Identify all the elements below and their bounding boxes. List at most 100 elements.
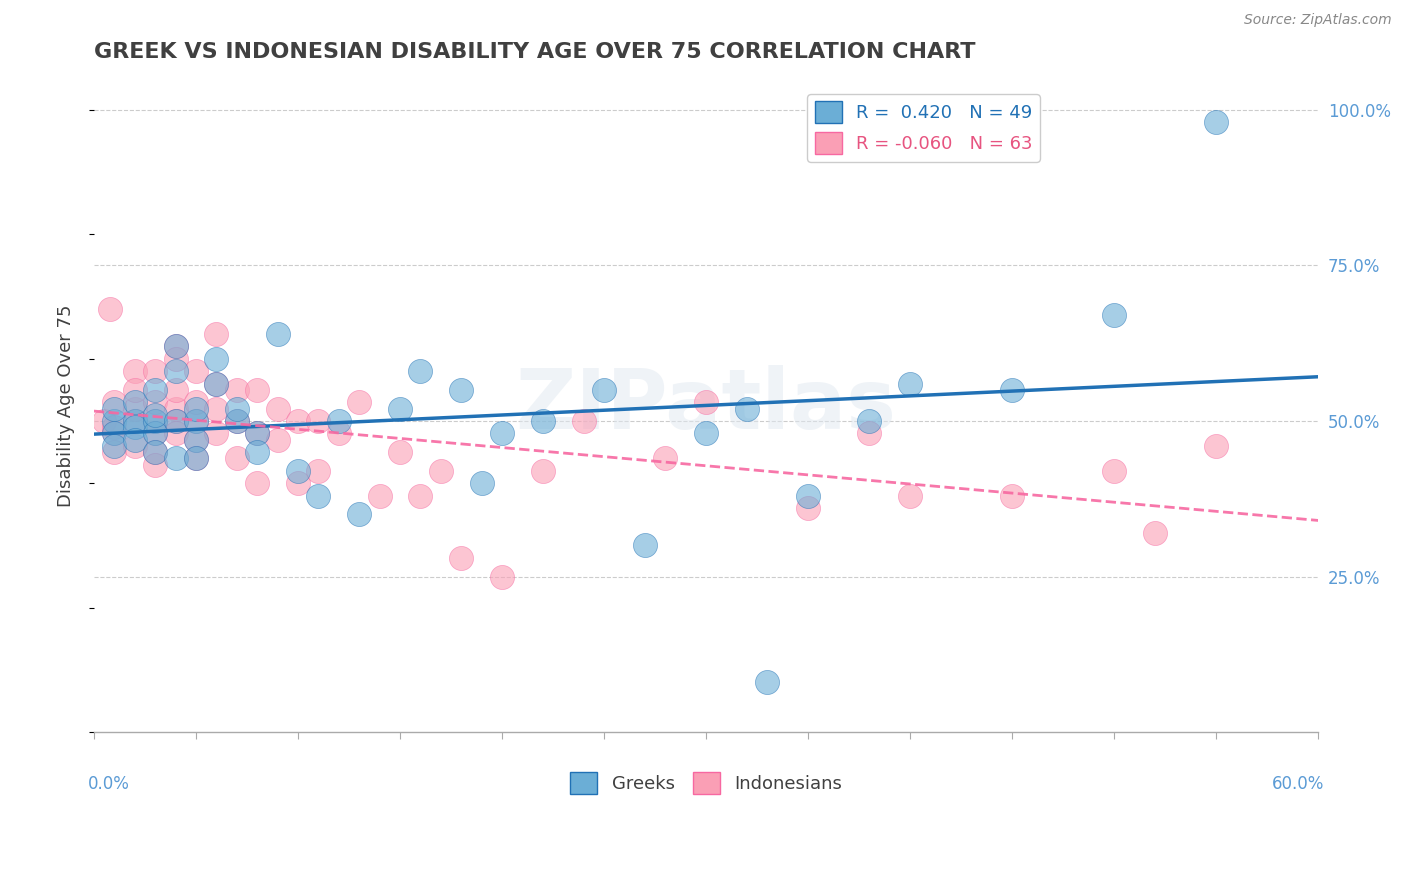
Point: [328, 426, 350, 441]
Point: [143, 408, 166, 422]
Point: [124, 364, 146, 378]
Point: [225, 414, 247, 428]
Point: [225, 414, 247, 428]
Point: [124, 433, 146, 447]
Point: [143, 383, 166, 397]
Point: [225, 451, 247, 466]
Text: ZIPatlas: ZIPatlas: [516, 365, 897, 446]
Point: [1205, 115, 1227, 129]
Point: [124, 401, 146, 416]
Point: [184, 433, 207, 447]
Legend: Greeks, Indonesians: Greeks, Indonesians: [562, 765, 849, 802]
Point: [165, 414, 187, 428]
Point: [307, 414, 329, 428]
Point: [143, 445, 166, 459]
Point: [246, 445, 269, 459]
Point: [491, 426, 513, 441]
Text: Source: ZipAtlas.com: Source: ZipAtlas.com: [1244, 13, 1392, 28]
Point: [205, 401, 228, 416]
Point: [103, 401, 125, 416]
Point: [1102, 464, 1125, 478]
Point: [389, 445, 412, 459]
Point: [266, 326, 288, 341]
Point: [695, 426, 717, 441]
Point: [103, 426, 125, 441]
Point: [389, 401, 412, 416]
Point: [103, 395, 125, 409]
Point: [165, 364, 187, 378]
Point: [184, 414, 207, 428]
Point: [103, 445, 125, 459]
Point: [184, 451, 207, 466]
Point: [409, 364, 432, 378]
Point: [246, 383, 269, 397]
Point: [103, 439, 125, 453]
Point: [858, 426, 880, 441]
Point: [165, 426, 187, 441]
Point: [124, 383, 146, 397]
Point: [184, 395, 207, 409]
Point: [471, 476, 494, 491]
Point: [184, 414, 207, 428]
Point: [143, 364, 166, 378]
Point: [756, 675, 779, 690]
Point: [246, 476, 269, 491]
Point: [797, 501, 820, 516]
Point: [143, 445, 166, 459]
Point: [450, 383, 472, 397]
Point: [368, 489, 391, 503]
Point: [246, 426, 269, 441]
Point: [184, 364, 207, 378]
Point: [124, 414, 146, 428]
Point: [225, 383, 247, 397]
Point: [165, 339, 187, 353]
Point: [143, 426, 166, 441]
Point: [797, 489, 820, 503]
Point: [409, 489, 432, 503]
Point: [205, 376, 228, 391]
Point: [98, 301, 121, 316]
Text: GREEK VS INDONESIAN DISABILITY AGE OVER 75 CORRELATION CHART: GREEK VS INDONESIAN DISABILITY AGE OVER …: [94, 42, 976, 62]
Y-axis label: Disability Age Over 75: Disability Age Over 75: [58, 304, 75, 507]
Point: [225, 401, 247, 416]
Point: [124, 395, 146, 409]
Point: [307, 489, 329, 503]
Point: [898, 489, 921, 503]
Point: [572, 414, 595, 428]
Point: [103, 426, 125, 441]
Point: [124, 420, 146, 434]
Point: [103, 414, 125, 428]
Point: [143, 426, 166, 441]
Point: [93, 414, 115, 428]
Point: [143, 414, 166, 428]
Point: [246, 426, 269, 441]
Point: [347, 508, 370, 522]
Point: [1001, 383, 1024, 397]
Point: [143, 458, 166, 472]
Point: [1102, 308, 1125, 322]
Point: [634, 539, 657, 553]
Point: [531, 414, 554, 428]
Point: [165, 401, 187, 416]
Point: [287, 464, 309, 478]
Point: [531, 464, 554, 478]
Point: [430, 464, 453, 478]
Point: [184, 451, 207, 466]
Point: [165, 451, 187, 466]
Point: [654, 451, 676, 466]
Point: [165, 351, 187, 366]
Point: [103, 420, 125, 434]
Point: [593, 383, 616, 397]
Point: [266, 433, 288, 447]
Point: [695, 395, 717, 409]
Point: [124, 414, 146, 428]
Point: [898, 376, 921, 391]
Point: [491, 569, 513, 583]
Point: [124, 439, 146, 453]
Point: [143, 414, 166, 428]
Point: [205, 326, 228, 341]
Point: [205, 426, 228, 441]
Point: [205, 351, 228, 366]
Point: [205, 376, 228, 391]
Point: [450, 550, 472, 565]
